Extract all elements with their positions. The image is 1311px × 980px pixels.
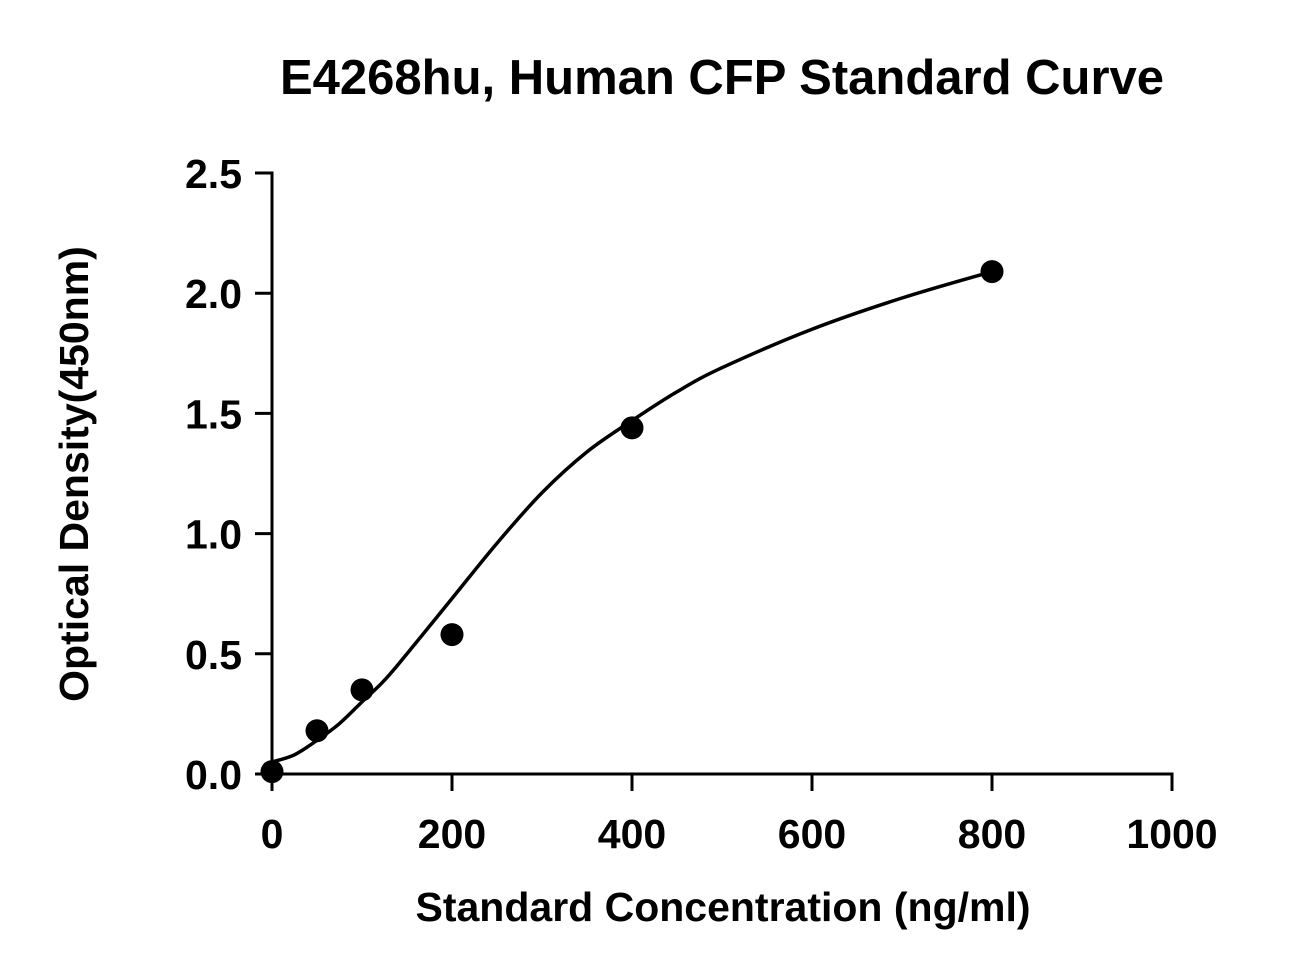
data-point (980, 260, 1004, 284)
data-point (620, 416, 644, 440)
x-tick-label: 200 (418, 811, 486, 857)
y-tick-label: 0.5 (185, 632, 242, 678)
fit-curve-line (271, 269, 993, 764)
axes: 0 200 400 600 800 1000 0.0 0.5 1.0 1.5 2.0 2.5 (185, 151, 1218, 857)
x-tick-label: 0 (261, 811, 284, 857)
data-point (440, 623, 464, 647)
chart-title: E4268hu, Human CFP Standard Curve (280, 51, 1164, 105)
x-tick-label: 600 (778, 811, 846, 857)
y-tick-label: 0.0 (185, 752, 242, 798)
y-axis-label: Optical Density(450nm) (51, 246, 97, 702)
x-tick-label: 400 (598, 811, 666, 857)
fit-curve-layer (271, 269, 993, 764)
y-tick-label: 1.5 (185, 391, 242, 437)
y-tick-label: 1.0 (185, 512, 242, 558)
x-tick-label: 1000 (1126, 811, 1217, 857)
data-point (350, 678, 374, 702)
y-tick-label: 2.5 (185, 151, 242, 197)
data-point (305, 719, 329, 743)
x-tick-label: 800 (958, 811, 1026, 857)
y-tick-label: 2.0 (185, 271, 242, 317)
data-point (260, 760, 284, 784)
x-axis-label: Standard Concentration (ng/ml) (416, 884, 1031, 930)
data-points-layer (260, 260, 1004, 784)
